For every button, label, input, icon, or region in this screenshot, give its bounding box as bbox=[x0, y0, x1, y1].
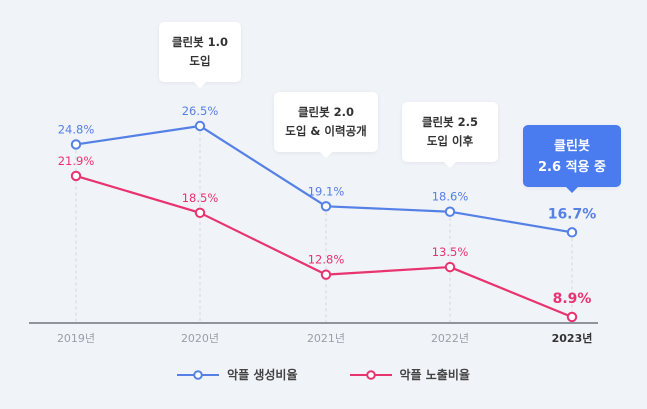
annotation-text: 도입 bbox=[189, 54, 211, 68]
legend-dot bbox=[365, 369, 376, 380]
x-tick-label: 2020년 bbox=[181, 332, 219, 345]
data-point[interactable] bbox=[194, 120, 206, 132]
data-label: 13.5% bbox=[432, 245, 469, 259]
legend-label: 악플 노출비율 bbox=[399, 368, 470, 382]
data-point[interactable] bbox=[320, 201, 332, 212]
data-label: 21.9% bbox=[58, 154, 95, 168]
data-labels: 24.8% 26.5% 19.1% 18.6% 16.7% 21.9% 18.5% 12.8%… bbox=[58, 104, 597, 307]
data-label: 24.8% bbox=[58, 122, 95, 136]
x-tick-label: 2023년 bbox=[552, 331, 593, 345]
data-point[interactable] bbox=[566, 227, 578, 238]
data-label: 12.8% bbox=[308, 253, 345, 267]
legend: 악플 생성비율 악플 노출비율 bbox=[0, 366, 647, 383]
data-point[interactable] bbox=[444, 261, 456, 273]
data-point[interactable] bbox=[70, 139, 82, 150]
data-point[interactable] bbox=[444, 206, 456, 217]
annotation-text: 도입 이후 bbox=[426, 134, 474, 148]
annotation-text: 2.6 적용 중 bbox=[538, 160, 606, 175]
annotation-text: 클린봇 2.5 bbox=[421, 115, 479, 129]
legend-marker-pink-icon bbox=[349, 369, 392, 380]
annotation-callout: 클린봇 1.0 도입 bbox=[159, 22, 241, 88]
annotation-text: 클린봇 1.0 bbox=[171, 35, 229, 49]
legend-item-exposure[interactable]: 악플 노출비율 bbox=[349, 366, 470, 383]
series-layer bbox=[70, 120, 578, 323]
data-label: 19.1% bbox=[308, 184, 345, 198]
legend-marker-blue-icon bbox=[177, 369, 220, 380]
legend-item-generation[interactable]: 악플 생성비율 bbox=[177, 366, 298, 383]
data-point[interactable] bbox=[194, 207, 206, 219]
annotation-text: 도입 & 이력공개 bbox=[285, 124, 367, 138]
data-label: 16.7% bbox=[548, 206, 597, 222]
data-label: 26.5% bbox=[182, 104, 219, 118]
data-label: 8.9% bbox=[553, 291, 592, 307]
legend-dot bbox=[193, 369, 203, 380]
x-tick-label: 2022년 bbox=[431, 332, 469, 345]
data-point[interactable] bbox=[70, 170, 82, 182]
annotation-text: 클린봇 bbox=[554, 139, 590, 154]
annotation-text: 클린봇 2.0 bbox=[297, 105, 355, 119]
data-point[interactable] bbox=[566, 311, 578, 323]
annotation-callout: 클린봇 2.6 적용 중 bbox=[523, 125, 621, 193]
data-point[interactable] bbox=[320, 269, 332, 280]
data-label: 18.5% bbox=[182, 191, 219, 205]
x-tick-label: 2021년 bbox=[307, 332, 345, 345]
data-label: 18.6% bbox=[432, 190, 469, 204]
annotation-callout: 클린봇 2.0 도입 & 이력공개 bbox=[274, 92, 378, 158]
x-tick-label: 2019년 bbox=[57, 332, 95, 345]
legend-label: 악플 생성비율 bbox=[227, 368, 298, 382]
x-axis-ticks: 2019년 2020년 2021년 2022년 2023년 bbox=[57, 331, 592, 345]
annotation-callout: 클린봇 2.5 도입 이후 bbox=[402, 102, 498, 168]
